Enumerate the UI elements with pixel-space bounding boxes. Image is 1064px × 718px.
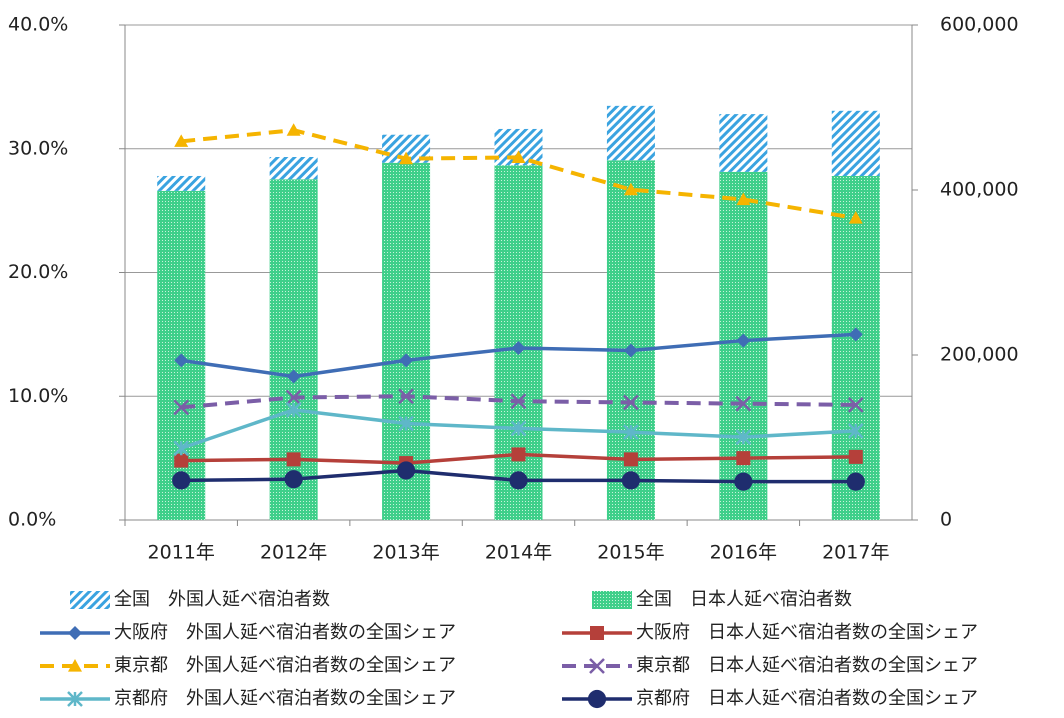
marker bbox=[173, 399, 190, 416]
legend-label: 全国 日本人延べ宿泊者数 bbox=[636, 589, 852, 610]
x-tick-label: 2011年 bbox=[148, 542, 215, 564]
marker bbox=[286, 452, 301, 467]
y-tick-label: 30.0% bbox=[8, 137, 68, 159]
marker bbox=[398, 388, 414, 405]
marker bbox=[285, 389, 302, 406]
legend-swatch bbox=[70, 591, 110, 609]
legend-marker bbox=[68, 626, 82, 640]
bar bbox=[269, 179, 318, 520]
y-tick-label: 10.0% bbox=[8, 385, 68, 407]
marker bbox=[286, 369, 301, 384]
y-tick-label: 20.0% bbox=[8, 261, 68, 283]
marker bbox=[848, 211, 863, 224]
marker bbox=[509, 471, 528, 490]
marker bbox=[623, 182, 638, 196]
legend-label: 全国 外国人延べ宿泊者数 bbox=[114, 589, 330, 610]
marker bbox=[399, 151, 414, 165]
x-tick-label: 2014年 bbox=[485, 542, 552, 564]
marker bbox=[174, 353, 189, 368]
legend-marker bbox=[67, 691, 83, 707]
x-tick-label: 2012年 bbox=[260, 542, 327, 564]
legend-label: 大阪府 外国人延べ宿泊者数の全国シェア bbox=[114, 622, 456, 643]
marker bbox=[173, 440, 190, 457]
marker bbox=[623, 343, 638, 358]
marker bbox=[848, 449, 863, 464]
marker bbox=[736, 333, 751, 348]
marker bbox=[847, 397, 864, 413]
marker bbox=[846, 472, 865, 491]
y-tick-label: 40.0% bbox=[8, 14, 68, 36]
marker bbox=[285, 401, 302, 418]
legend-label: 京都府 外国人延べ宿泊者数の全国シェア bbox=[114, 688, 456, 709]
bar bbox=[606, 105, 655, 161]
marker bbox=[735, 395, 752, 412]
x-tick-label: 2013年 bbox=[372, 542, 439, 564]
marker bbox=[510, 393, 527, 410]
legend-label: 京都府 日本人延べ宿泊者数の全国シェア bbox=[636, 688, 978, 709]
legend-marker bbox=[589, 658, 605, 674]
legend-label: 大阪府 日本人延べ宿泊者数の全国シェア bbox=[636, 622, 978, 643]
y2-tick-label: 600,000 bbox=[940, 14, 1019, 36]
legend-marker bbox=[587, 689, 607, 709]
y2-tick-label: 200,000 bbox=[940, 344, 1019, 366]
legend-marker bbox=[68, 659, 82, 672]
marker bbox=[847, 423, 864, 439]
legend-swatch bbox=[592, 591, 632, 609]
y-tick-label: 0.0% bbox=[8, 509, 56, 531]
bar bbox=[157, 175, 206, 191]
marker bbox=[734, 472, 753, 491]
marker bbox=[174, 134, 189, 147]
x-tick-label: 2015年 bbox=[597, 542, 664, 564]
marker bbox=[511, 447, 526, 462]
legend-marker bbox=[590, 626, 604, 640]
legend-label: 東京都 日本人延べ宿泊者数の全国シェア bbox=[636, 655, 978, 676]
marker bbox=[396, 461, 416, 480]
bar bbox=[719, 114, 768, 172]
marker bbox=[398, 415, 414, 432]
bar bbox=[269, 157, 318, 180]
x-tick-label: 2016年 bbox=[710, 542, 777, 564]
marker bbox=[510, 420, 527, 437]
marker bbox=[735, 429, 752, 445]
marker bbox=[736, 451, 751, 466]
legend-label: 東京都 外国人延べ宿泊者数の全国シェア bbox=[114, 655, 456, 676]
marker bbox=[848, 327, 863, 342]
marker bbox=[172, 471, 191, 490]
marker bbox=[399, 353, 414, 368]
marker bbox=[511, 150, 526, 164]
marker bbox=[511, 340, 526, 355]
x-tick-label: 2017年 bbox=[822, 542, 889, 564]
bar bbox=[831, 110, 880, 176]
marker bbox=[174, 453, 189, 468]
y2-tick-label: 0 bbox=[940, 509, 952, 531]
marker bbox=[623, 424, 639, 441]
y2-tick-label: 400,000 bbox=[940, 179, 1019, 201]
marker bbox=[623, 394, 639, 411]
bar bbox=[831, 175, 880, 520]
marker bbox=[736, 192, 751, 206]
marker bbox=[286, 123, 301, 136]
marker bbox=[621, 471, 641, 490]
marker bbox=[284, 470, 303, 489]
marker bbox=[623, 452, 638, 467]
